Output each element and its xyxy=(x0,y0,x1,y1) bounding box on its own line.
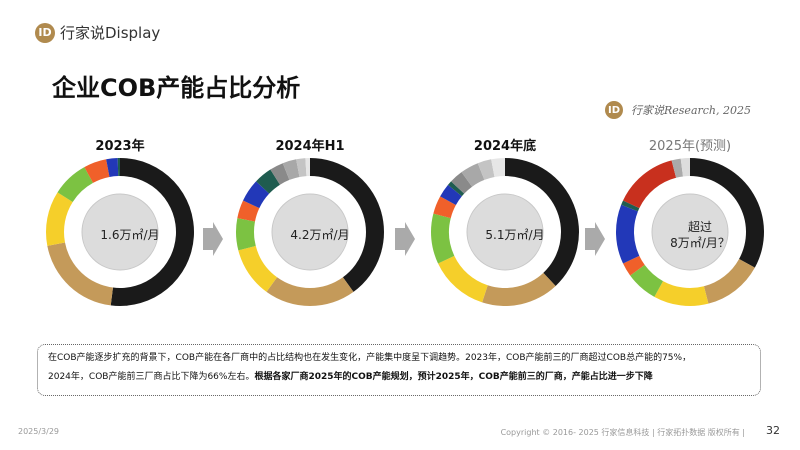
donut-slice xyxy=(282,159,300,180)
donut-slice xyxy=(440,184,462,206)
donut-slice xyxy=(117,158,120,177)
donut-slice xyxy=(270,163,290,185)
arrow-right-icon xyxy=(395,222,415,256)
donut-svg xyxy=(616,158,764,306)
donut-slice xyxy=(310,158,384,292)
donut-slice xyxy=(46,192,73,246)
donut-slice xyxy=(243,181,270,209)
donut-slice xyxy=(451,172,473,194)
donut-chart-2025: 2025年(预测) 超过 8万㎡/月？ xyxy=(605,135,775,325)
brand-logo: ID 行家说Display xyxy=(35,22,160,43)
source-label: ID 行家说Research, 2025 xyxy=(605,101,751,119)
source-logo-icon: ID xyxy=(605,101,623,119)
donut-slice xyxy=(305,158,310,177)
arrow-right-icon xyxy=(585,222,605,256)
donut-svg xyxy=(46,158,194,306)
donut-slice xyxy=(623,160,677,209)
donut-slice xyxy=(491,158,505,177)
donut-chart-2024end: 2024年底 5.1万㎡/月 xyxy=(420,135,590,325)
donut-slice xyxy=(623,255,645,276)
footer-date: 2025/3/29 xyxy=(18,427,60,436)
brand-name: 行家说Display xyxy=(60,24,161,42)
donut-slice xyxy=(654,281,709,306)
logo-icon: ID xyxy=(35,22,55,43)
donut-slice xyxy=(106,158,119,177)
note-text-1: 在COB产能逐步扩充的背景下，COB产能在各厂商中的占比结构也在发生变化，产能集… xyxy=(48,353,692,363)
donut-slice xyxy=(680,158,690,177)
donut-slice xyxy=(431,213,455,264)
page-title: 企业COB产能占比分析 xyxy=(52,74,301,102)
donut-slice xyxy=(461,163,485,187)
donut-slice xyxy=(505,158,579,286)
donut-slice xyxy=(110,158,194,306)
donut-slice xyxy=(84,159,110,183)
donut-slice xyxy=(433,196,456,219)
note-text-2: 2024年，COB产能前三厂商占比下降为66%左右。 xyxy=(48,372,255,382)
donut-slice xyxy=(671,158,683,178)
donut-slice xyxy=(238,245,278,292)
donut-slice xyxy=(690,158,764,268)
donut-slice xyxy=(237,200,260,222)
donut-slice xyxy=(482,272,556,306)
donut-slice xyxy=(236,218,256,251)
donut-slice xyxy=(477,159,495,180)
chart-title: 2024年H1 xyxy=(275,139,345,154)
donut-slice xyxy=(616,204,640,264)
center-disc xyxy=(651,193,729,271)
center-label-line1: 超过 xyxy=(687,220,712,234)
source-text: 行家说Research, 2025 xyxy=(631,104,751,117)
center-label: 5.1万㎡/月 xyxy=(485,228,545,242)
donut-slice xyxy=(47,242,113,306)
page-number: 32 xyxy=(766,424,780,437)
donut-chart-2024h1: 2024年H1 4.2万㎡/月 xyxy=(225,135,395,325)
center-label-line2: 8万㎡/月？ xyxy=(670,236,730,250)
donut-svg xyxy=(236,158,384,306)
center-disc xyxy=(271,193,349,271)
chart-title: 2024年底 xyxy=(473,139,537,154)
summary-note: 在COB产能逐步扩充的背景下，COB产能在各厂商中的占比结构也在发生变化，产能集… xyxy=(37,344,761,396)
center-label: 1.6万㎡/月 xyxy=(100,228,160,242)
center-label: 超过 8万㎡/月？ xyxy=(650,219,750,251)
arrow-right-icon xyxy=(203,222,223,256)
center-disc xyxy=(81,193,159,271)
footer-copyright: Copyright © 2016- 2025 行家信息科技 | 行家拓扑数据 版… xyxy=(500,428,745,437)
donut-slice xyxy=(256,169,280,194)
chart-title: 2023年 xyxy=(95,139,145,154)
donut-slice xyxy=(438,255,488,303)
donut-slice xyxy=(703,258,755,304)
center-label: 4.2万㎡/月 xyxy=(290,228,350,242)
center-disc xyxy=(466,193,544,271)
donut-svg xyxy=(431,158,579,306)
donut-slice xyxy=(57,167,94,202)
donut-slice xyxy=(630,264,664,297)
donut-slice xyxy=(266,277,354,306)
donut-slice xyxy=(621,200,640,212)
donut-slice xyxy=(296,158,307,177)
note-text-3: 根据各家厂商2025年的COB产能规划，预计2025年，COB产能前三的厂商，产… xyxy=(254,372,653,382)
chart-title: 2025年(预测) xyxy=(648,139,732,154)
donut-slice xyxy=(447,181,465,197)
donut-chart-2023: 2023年 1.6万㎡/月 xyxy=(35,135,205,325)
